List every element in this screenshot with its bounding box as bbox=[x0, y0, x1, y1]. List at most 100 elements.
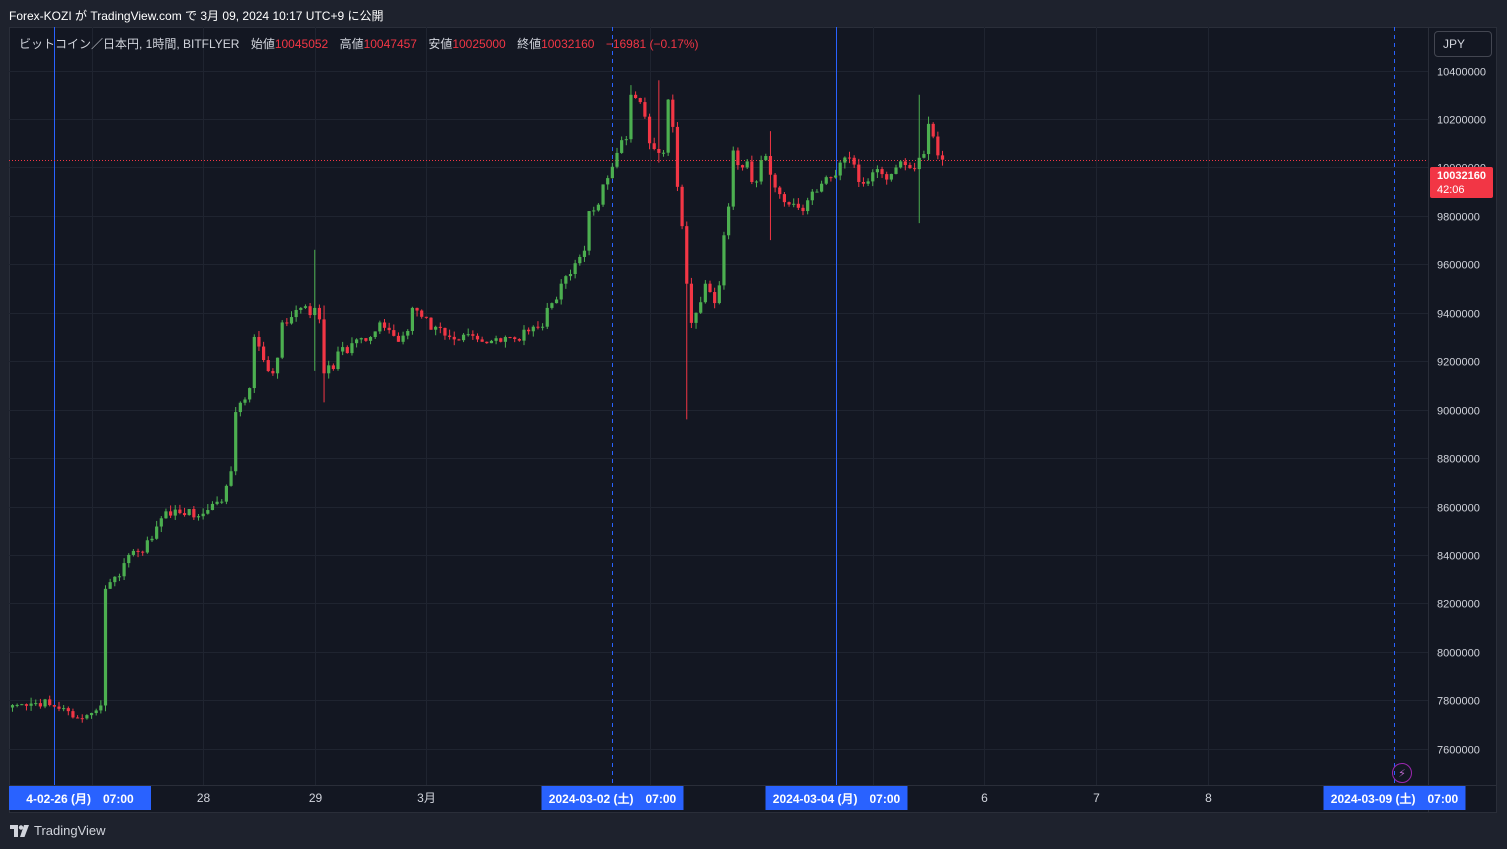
time-axis: 2728293月356784-02-26 (月) 07:002024-03-02… bbox=[9, 785, 1497, 810]
candle-down bbox=[322, 319, 326, 374]
candle-up bbox=[410, 307, 414, 331]
candle-up bbox=[717, 285, 721, 304]
candle-down bbox=[643, 102, 647, 117]
currency-button[interactable]: JPY bbox=[1434, 31, 1492, 57]
candle-down bbox=[52, 705, 56, 707]
candle-up bbox=[610, 166, 614, 179]
candle-down bbox=[71, 711, 75, 718]
candle-up bbox=[587, 211, 591, 251]
brand-name: TradingView bbox=[34, 823, 106, 838]
candle-up bbox=[824, 177, 828, 184]
candle-down bbox=[24, 704, 29, 706]
candle-up bbox=[629, 94, 633, 140]
candle-up bbox=[196, 516, 201, 518]
candle-up bbox=[406, 330, 410, 336]
candle-up bbox=[666, 99, 670, 153]
candle-up bbox=[378, 322, 382, 332]
x-tick-label: 6 bbox=[981, 791, 988, 805]
candle-down bbox=[671, 99, 675, 127]
candle-down bbox=[66, 708, 70, 712]
candle-up bbox=[703, 283, 707, 303]
date-marker-label: 2024-03-02 (土) 07:00 bbox=[549, 791, 677, 806]
x-tick-label: 29 bbox=[309, 791, 323, 805]
candle-up bbox=[754, 181, 759, 183]
candle-up bbox=[336, 351, 340, 370]
candle-up bbox=[210, 503, 215, 511]
candle-down bbox=[527, 329, 531, 332]
candle-down bbox=[903, 161, 907, 166]
x-tick-label: 7 bbox=[1093, 791, 1100, 805]
candle-up bbox=[238, 402, 242, 413]
candle-down bbox=[485, 341, 489, 344]
candle-down bbox=[457, 339, 461, 341]
candle-down bbox=[773, 174, 777, 188]
candle-down bbox=[448, 335, 452, 337]
candle-down bbox=[847, 157, 852, 159]
date-marker-tag bbox=[1323, 786, 1466, 810]
tradingview-logo[interactable]: TradingView bbox=[10, 823, 106, 838]
candle-down bbox=[517, 339, 521, 341]
ohlc-legend: ビットコイン／日本円, 1時間, BITFLYER 始値10045052 高値1… bbox=[19, 35, 699, 52]
candle-down bbox=[801, 207, 805, 212]
candle-down bbox=[782, 194, 786, 203]
candle-up bbox=[150, 538, 154, 541]
y-tick-label: 10400000 bbox=[1437, 67, 1486, 79]
y-tick-label: 8000000 bbox=[1437, 648, 1480, 660]
candle-up bbox=[62, 708, 66, 710]
candle-down bbox=[38, 703, 42, 707]
candle-up bbox=[922, 154, 926, 158]
candle-up bbox=[554, 299, 559, 304]
low-label: 安値 bbox=[428, 37, 453, 51]
candle-down bbox=[778, 187, 782, 195]
price-axis: 7600000 7800000 8000000 8200000 8400000 86000… bbox=[1428, 27, 1486, 813]
candle-up bbox=[127, 554, 131, 564]
candle-down bbox=[740, 165, 745, 168]
candle-up bbox=[122, 563, 126, 577]
candle-up bbox=[248, 388, 252, 400]
candle-down bbox=[429, 317, 433, 330]
candle-down bbox=[415, 307, 419, 311]
open-label: 始値 bbox=[250, 37, 275, 51]
y-tick-label: 9400000 bbox=[1437, 309, 1480, 321]
candle-down bbox=[768, 156, 773, 175]
candle-up bbox=[592, 210, 596, 212]
grid bbox=[9, 27, 1428, 785]
candle-up bbox=[871, 172, 875, 182]
candle-up bbox=[550, 303, 554, 308]
candle-up bbox=[582, 250, 587, 257]
candle-up bbox=[875, 169, 879, 173]
candle-down bbox=[652, 143, 656, 149]
candle-up bbox=[838, 162, 842, 176]
candle-up bbox=[350, 343, 354, 354]
candle-up bbox=[624, 139, 628, 141]
candle-down bbox=[308, 306, 312, 316]
y-tick-label: 8400000 bbox=[1437, 551, 1480, 563]
candle-up bbox=[699, 302, 703, 313]
candle-down bbox=[796, 203, 800, 208]
y-tick-label: 7800000 bbox=[1437, 696, 1480, 708]
high-label: 高値 bbox=[339, 37, 364, 51]
candle-down bbox=[508, 337, 512, 339]
candle-down bbox=[885, 174, 889, 180]
date-marker-tag bbox=[765, 786, 908, 810]
flash-icon[interactable]: ⚡ bbox=[1392, 763, 1412, 783]
candle-up bbox=[229, 471, 233, 486]
candle-up bbox=[20, 704, 24, 706]
date-marker-tag bbox=[9, 786, 151, 810]
y-tick-label: 9600000 bbox=[1437, 260, 1480, 272]
symbol-label[interactable]: ビットコイン／日本円, 1時間, BITFLYER bbox=[19, 37, 240, 51]
candle-up bbox=[173, 509, 177, 516]
candle-up bbox=[159, 518, 163, 527]
y-tick-label: 7600000 bbox=[1437, 745, 1480, 757]
candle-up bbox=[578, 256, 582, 264]
price-chart[interactable]: 7600000 7800000 8000000 8200000 8400000 86000… bbox=[9, 27, 1497, 813]
candle-up bbox=[29, 703, 33, 706]
close-label: 終値 bbox=[517, 37, 542, 51]
candle-up bbox=[215, 501, 219, 504]
open-value: 10045052 bbox=[274, 37, 329, 51]
candle-down bbox=[908, 165, 912, 169]
tradingview-logo-icon bbox=[10, 824, 29, 837]
candle-up bbox=[833, 175, 838, 178]
candle-up bbox=[573, 263, 577, 275]
candle-up bbox=[620, 140, 624, 153]
